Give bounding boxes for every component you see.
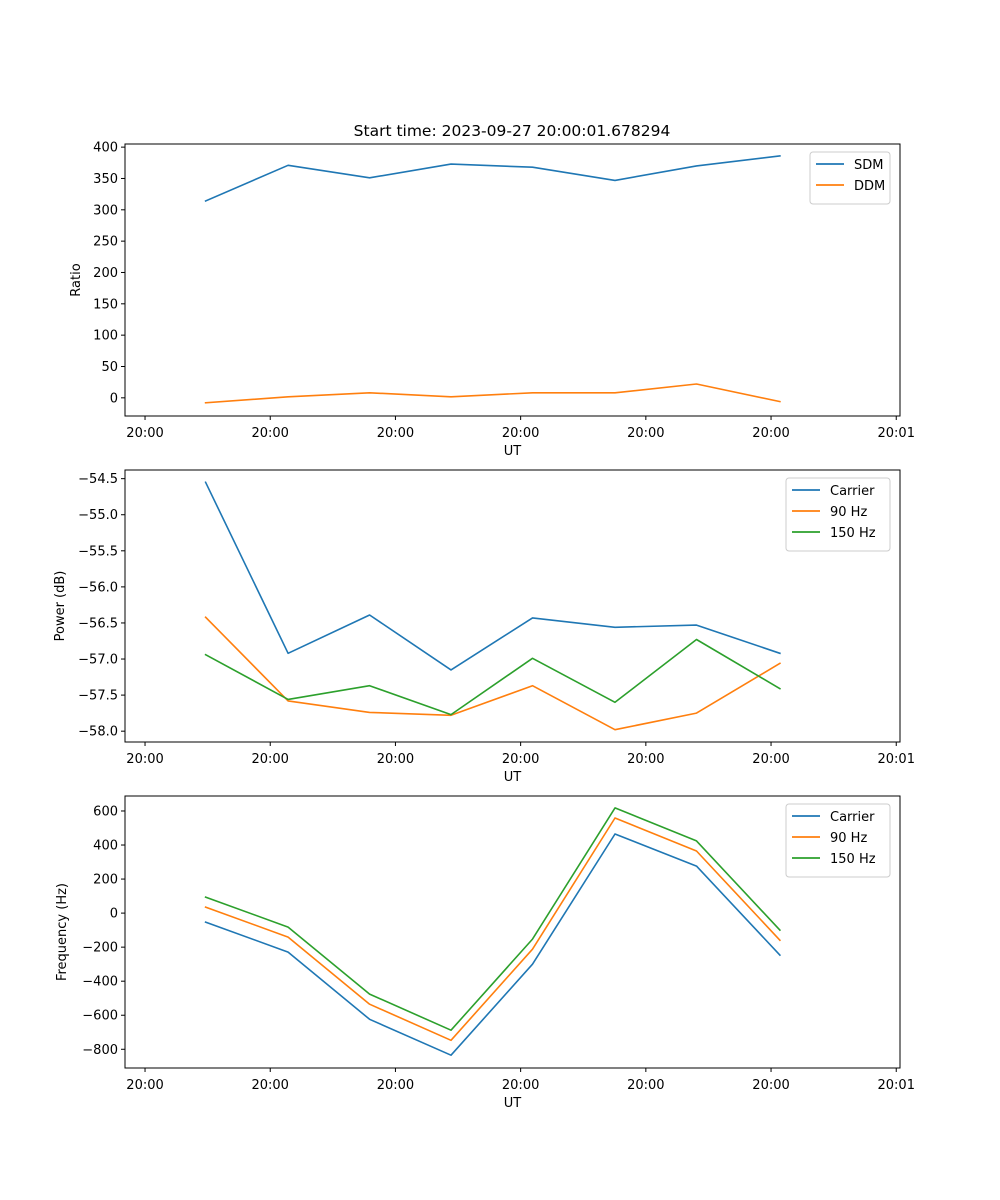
y-tick-label: 50	[101, 360, 118, 375]
x-tick-label: 20:00	[251, 1078, 288, 1093]
series-line-150-hz	[204, 807, 782, 1031]
x-tick-label: 20:00	[752, 752, 789, 767]
x-tick-label: 20:00	[251, 752, 288, 767]
x-tick-label: 20:00	[627, 426, 664, 441]
y-tick-label: −54.5	[78, 472, 118, 487]
y-tick-label: 400	[93, 839, 118, 854]
legend-label: 90 Hz	[830, 831, 867, 846]
y-tick-label: −600	[82, 1009, 118, 1024]
legend-box	[809, 151, 891, 205]
x-tick-label: 20:01	[878, 1078, 915, 1093]
legend: Carrier 90 Hz 150 Hz	[785, 477, 891, 552]
legend: SDM DDM	[809, 151, 891, 205]
figure-title: Start time: 2023-09-27 20:00:01.678294	[354, 122, 671, 140]
y-tick-label: −200	[82, 941, 118, 956]
legend: Carrier 90 Hz 150 Hz	[785, 803, 891, 878]
frequency-panel: 20:00 20:00 20:00 20:00 20:00 20:00 20:01 −800 −…	[55, 795, 915, 1111]
power-panel: 20:00 20:00 20:00 20:00 20:00 20:00 20:01 −58.0…	[53, 469, 915, 785]
x-tick-label: 20:01	[878, 752, 915, 767]
y-tick-label: −56.0	[78, 580, 118, 595]
series-line-150-hz	[204, 638, 781, 716]
y-tick-label: 0	[110, 907, 118, 922]
y-tick-label: −58.0	[78, 725, 118, 740]
y-tick-label: 100	[93, 329, 118, 344]
x-tick-label: 20:00	[126, 426, 163, 441]
x-tick-label: 20:00	[627, 752, 664, 767]
y-tick-label: 250	[93, 235, 118, 250]
y-tick-label: 400	[93, 141, 118, 156]
legend-label: Carrier	[830, 484, 875, 499]
y-tick-label: −57.0	[78, 653, 118, 668]
y-tick-label: 300	[93, 203, 118, 218]
axes-frame	[124, 469, 901, 743]
y-tick-label: 200	[93, 266, 118, 281]
x-tick-label: 20:00	[502, 1078, 539, 1093]
y-axis-label: Frequency (Hz)	[55, 883, 70, 981]
legend-label: SDM	[854, 158, 883, 173]
legend-label: 150 Hz	[830, 852, 876, 867]
x-tick-label: 20:00	[502, 426, 539, 441]
x-tick-label: 20:00	[251, 426, 288, 441]
series-line-sdm	[204, 155, 781, 203]
series-line-ddm	[204, 383, 781, 404]
y-tick-label: 0	[110, 391, 118, 406]
y-tick-label: −55.5	[78, 544, 118, 559]
series-line-carrier	[204, 481, 781, 671]
y-tick-label: 350	[93, 172, 118, 187]
y-tick-label: −57.5	[78, 689, 118, 704]
y-axis-label: Power (dB)	[53, 571, 68, 642]
x-axis-label: UT	[504, 770, 522, 785]
y-tick-label: −400	[82, 975, 118, 990]
x-axis-label: UT	[504, 1096, 522, 1111]
x-tick-label: 20:00	[377, 1078, 414, 1093]
x-tick-label: 20:00	[126, 1078, 163, 1093]
y-tick-label: 150	[93, 297, 118, 312]
y-tick-label: −56.5	[78, 616, 118, 631]
series-line-90-hz	[204, 616, 781, 731]
y-tick-label: 600	[93, 804, 118, 819]
x-tick-label: 20:00	[126, 752, 163, 767]
series-line-carrier	[204, 833, 782, 1056]
series-line-90-hz	[204, 817, 782, 1042]
y-tick-label: −800	[82, 1043, 118, 1058]
x-tick-label: 20:00	[502, 752, 539, 767]
sdm-ddm-panel: 20:00 20:00 20:00 20:00 20:00 20:00 20:01 0 50 10…	[69, 141, 915, 459]
legend-label: 90 Hz	[830, 505, 867, 520]
y-tick-label: −55.0	[78, 508, 118, 523]
x-tick-label: 20:00	[752, 426, 789, 441]
axes-frame	[124, 143, 901, 417]
x-tick-label: 20:00	[627, 1078, 664, 1093]
legend-label: 150 Hz	[830, 526, 876, 541]
axes-frame	[124, 795, 901, 1069]
x-tick-label: 20:01	[878, 426, 915, 441]
x-tick-label: 20:00	[377, 752, 414, 767]
x-tick-label: 20:00	[752, 1078, 789, 1093]
y-axis-label: Ratio	[69, 263, 84, 296]
y-tick-label: 200	[93, 873, 118, 888]
legend-label: DDM	[854, 179, 885, 194]
legend-label: Carrier	[830, 810, 875, 825]
x-tick-label: 20:00	[377, 426, 414, 441]
x-axis-label: UT	[504, 444, 522, 459]
